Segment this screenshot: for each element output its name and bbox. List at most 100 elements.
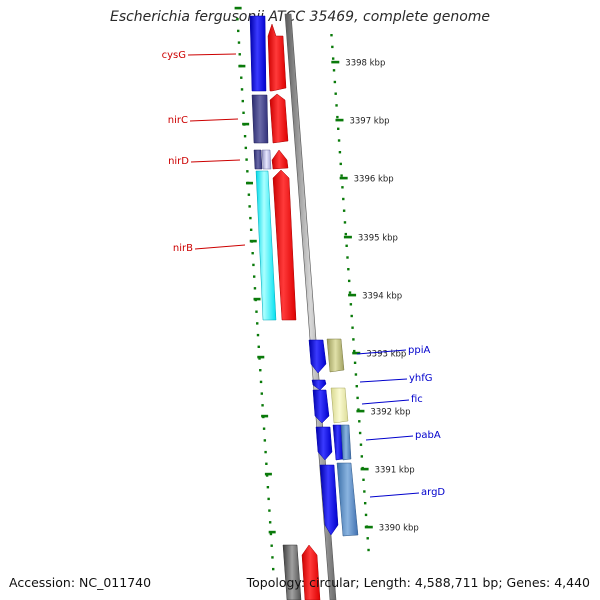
minor-tick (236, 18, 239, 21)
gene-leader-line (194, 244, 246, 250)
reverse-strand-features (267, 23, 321, 600)
gene-feature[interactable] (340, 424, 352, 461)
tick-label: 3390 kbp (379, 524, 419, 534)
gene-label-paba[interactable]: pabA (415, 430, 441, 441)
gene-feature[interactable] (251, 94, 269, 144)
gene-leader-line (189, 118, 239, 122)
gene-feature[interactable] (326, 338, 345, 373)
minor-tick (245, 158, 248, 161)
major-tick (356, 409, 365, 413)
major-tick (348, 293, 357, 297)
gene-feature[interactable] (308, 339, 327, 374)
gene-label-fic[interactable]: fic (411, 394, 423, 405)
minor-tick (256, 333, 260, 337)
minor-tick (353, 361, 357, 364)
major-tick (257, 355, 265, 359)
tick-label: 3395 kbp (358, 234, 398, 244)
minor-tick (351, 326, 354, 329)
minor-tick (268, 509, 271, 512)
gene-feature[interactable] (311, 379, 327, 391)
major-tick (242, 122, 250, 126)
minor-tick (347, 279, 351, 283)
gene-feature[interactable] (255, 170, 277, 321)
gene-feature[interactable] (282, 544, 302, 600)
gene-label-yhfg[interactable]: yhfG (409, 373, 433, 384)
gene-leader-line (365, 435, 414, 441)
gene-feature[interactable] (301, 544, 321, 600)
tick-label: 3396 kbp (354, 175, 394, 185)
gene-feature[interactable] (269, 93, 289, 144)
minor-tick (352, 338, 355, 341)
forward-strand-features (249, 15, 359, 600)
outer-tick-ring (330, 34, 373, 552)
gene-feature[interactable] (267, 23, 287, 92)
gene-feature[interactable] (253, 149, 263, 170)
gene-label-nird[interactable]: nirD (168, 156, 189, 167)
gene-label-argd[interactable]: argD (421, 487, 445, 498)
gene-leader-line (359, 378, 408, 383)
minor-tick (348, 291, 352, 294)
minor-tick (264, 450, 267, 454)
minor-tick (257, 345, 260, 348)
minor-tick (256, 322, 259, 325)
major-tick (268, 530, 276, 534)
minor-tick (331, 57, 335, 60)
inner-tick-ring (234, 6, 276, 571)
minor-tick (362, 478, 365, 481)
inner-major-ticks (234, 6, 276, 534)
minor-tick (248, 205, 251, 208)
minor-tick (331, 45, 334, 49)
minor-tick (265, 474, 269, 477)
minor-tick (338, 151, 342, 154)
minor-tick (261, 404, 264, 407)
gene-feature[interactable] (330, 387, 349, 424)
minor-tick (332, 69, 336, 72)
gene-feature[interactable] (312, 389, 330, 424)
minor-tick (251, 252, 254, 255)
gene-leader-line (369, 492, 420, 498)
gene-label-cysg[interactable]: cysG (162, 50, 186, 61)
gene-label-ppia[interactable]: ppiA (408, 345, 430, 356)
minor-tick (354, 373, 358, 376)
minor-tick (356, 396, 359, 400)
minor-tick (333, 80, 337, 84)
gene-feature[interactable] (249, 15, 267, 92)
minor-tick (363, 490, 366, 493)
gene-feature[interactable] (336, 462, 359, 537)
gene-feature[interactable] (315, 426, 333, 461)
minor-tick (253, 287, 257, 290)
topology-summary: Topology: circular; Length: 4,588,711 bp… (246, 575, 590, 590)
minor-tick (343, 221, 347, 224)
minor-tick (259, 369, 262, 372)
major-tick (261, 414, 269, 418)
minor-tick (330, 34, 333, 37)
gene-feature[interactable] (261, 149, 272, 170)
gene-label-nirb[interactable]: nirB (173, 243, 193, 254)
map-title: Escherichia fergusonii ATCC 35469, compl… (109, 9, 491, 25)
minor-tick (357, 408, 360, 411)
minor-tick (252, 275, 256, 278)
minor-tick (363, 502, 367, 505)
gene-feature[interactable] (271, 149, 289, 170)
minor-tick (335, 104, 338, 107)
gene-feature[interactable] (319, 464, 339, 536)
ruler-tick-labels: 3398 kbp 3397 kbp 3396 kbp 3395 kbp 3394 kbp… (345, 59, 419, 534)
gene-leader-line (187, 53, 237, 56)
gene-feature[interactable] (272, 169, 297, 321)
minor-tick (240, 88, 244, 91)
minor-tick (262, 427, 266, 430)
major-tick-marks (331, 60, 373, 529)
minor-tick (260, 392, 263, 395)
major-tick (253, 297, 261, 301)
minor-tick-dots (330, 34, 370, 552)
minor-tick (238, 53, 241, 56)
major-tick (352, 351, 361, 355)
gene-label-nirc[interactable]: nirC (168, 115, 188, 126)
minor-tick (355, 385, 358, 388)
minor-tick (241, 99, 244, 103)
minor-tick (358, 420, 361, 423)
major-tick (234, 6, 242, 10)
minor-tick (270, 544, 273, 547)
minor-tick (240, 76, 243, 79)
